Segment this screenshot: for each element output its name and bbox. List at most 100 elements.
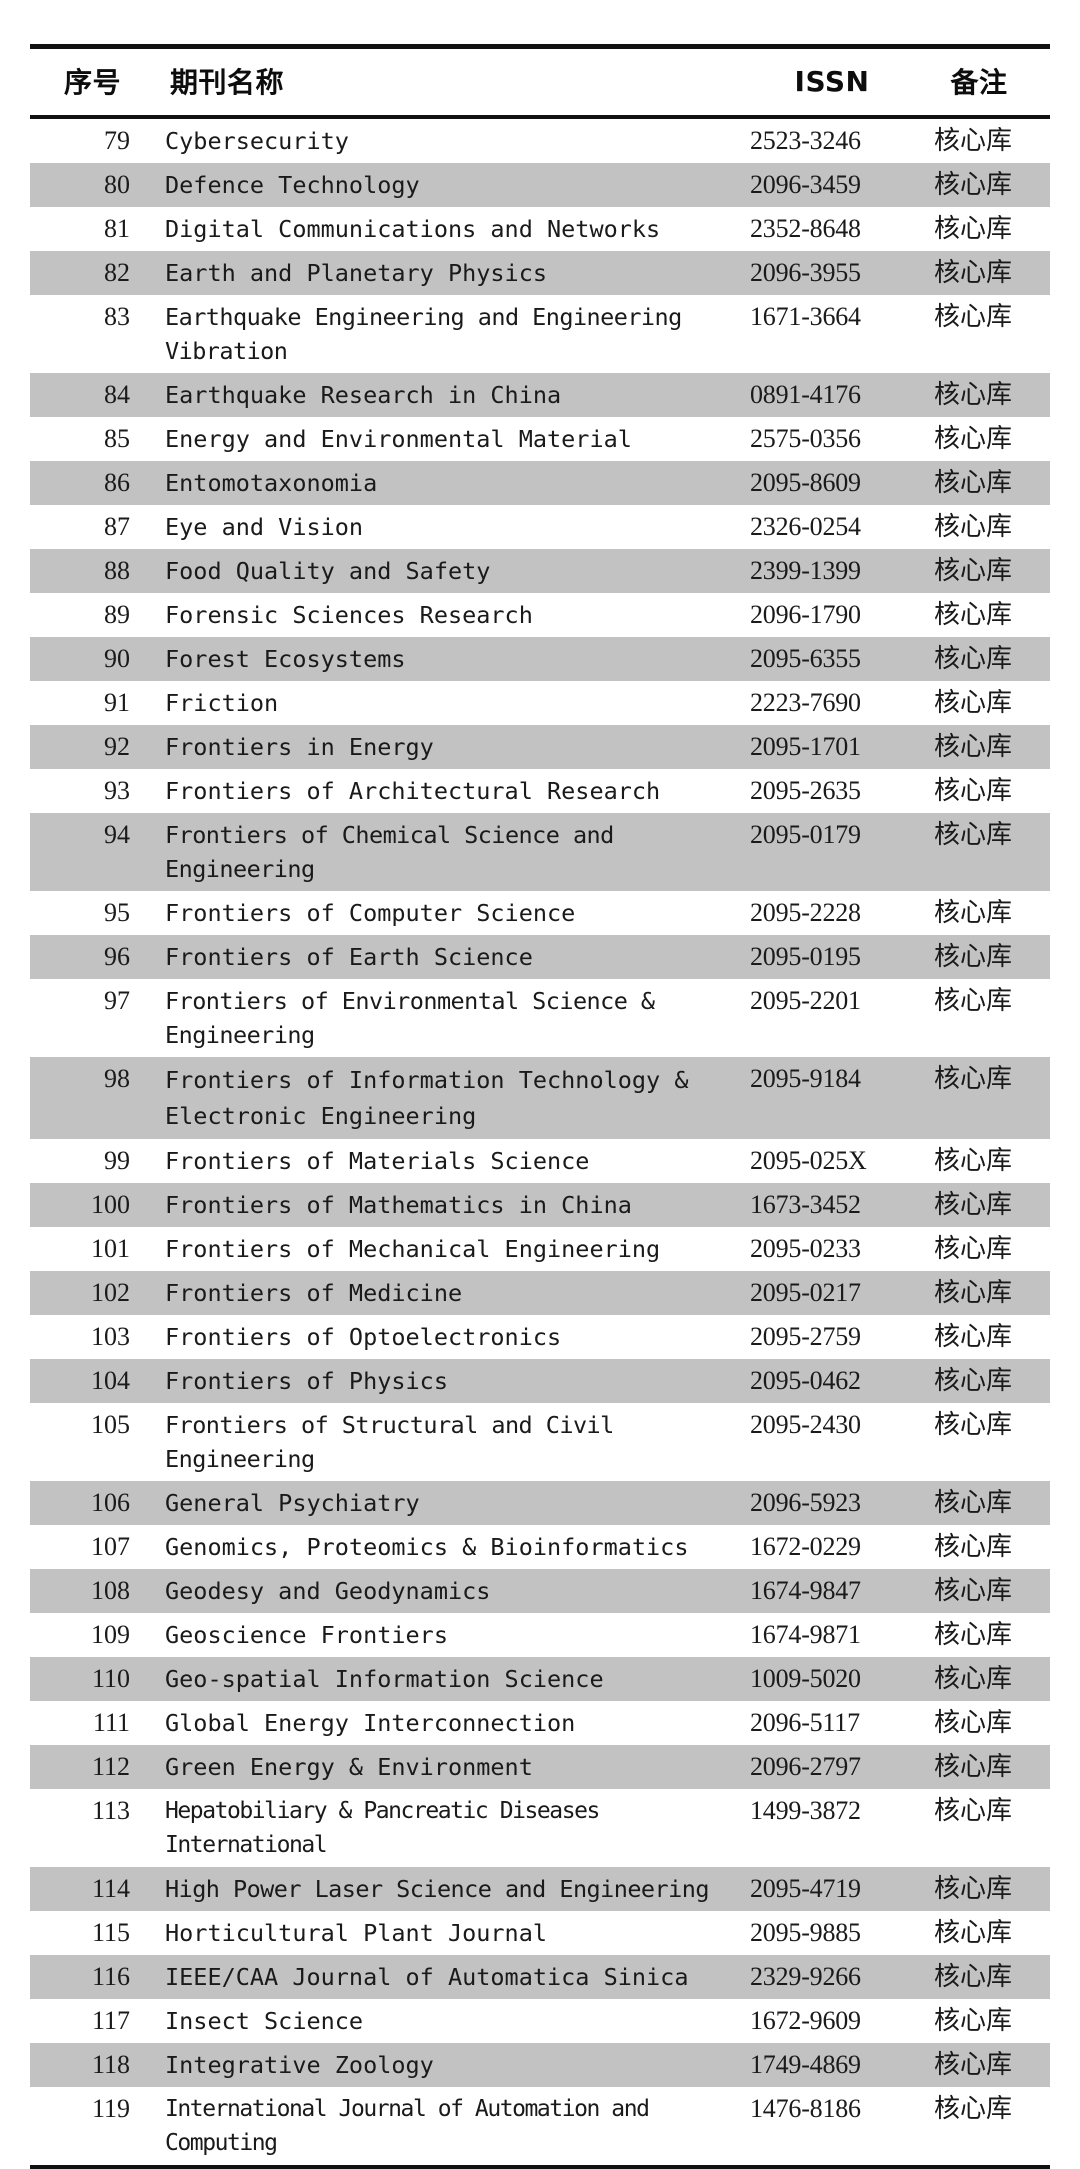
- remark-cell: 核心库: [920, 2043, 1050, 2087]
- journal-name-cell: Forensic Sciences Research: [165, 601, 533, 629]
- issn-cell: 1749-4869: [744, 2043, 920, 2087]
- row-index-cell: 103: [91, 1322, 130, 1351]
- table-row: 115 Horticultural Plant Journal 2095-9885 核…: [30, 1911, 1050, 1955]
- issn-cell: 0891-4176: [744, 373, 920, 417]
- remark-cell: 核心库: [934, 424, 1013, 454]
- remark-cell: 核心库: [920, 549, 1050, 593]
- remark-cell: 核心库: [934, 512, 1013, 542]
- table-header: 序号 期刊名称 ISSN 备注: [30, 49, 1050, 115]
- row-index-cell: 119: [91, 2094, 130, 2123]
- journal-name-cell: Frontiers of Architectural Research: [165, 777, 661, 805]
- row-index-cell: 90: [30, 637, 148, 681]
- issn-cell: 2095-8609: [744, 461, 920, 505]
- table-row: 110 Geo-spatial Information Science 1009-5…: [30, 1657, 1050, 1701]
- remark-cell: 核心库: [934, 898, 1013, 928]
- table-row: 80 Defence Technology 2096-3459 核心库: [30, 163, 1050, 207]
- row-index-cell: 87: [104, 512, 130, 541]
- remark-cell: 核心库: [920, 1657, 1050, 1701]
- journal-name-cell: General Psychiatry: [148, 1481, 744, 1525]
- row-index-cell: 79: [104, 126, 130, 155]
- row-index-cell: 81: [104, 214, 130, 243]
- issn-cell: 1674-9847: [744, 1569, 920, 1613]
- table-row: 109 Geoscience Frontiers 1674-9871 核心库: [30, 1613, 1050, 1657]
- row-index-cell: 102: [30, 1271, 148, 1315]
- remark-cell: 核心库: [934, 688, 1013, 718]
- journal-name-cell: Geo-spatial Information Science: [148, 1657, 744, 1701]
- remark-cell: 核心库: [920, 725, 1050, 769]
- journal-name-cell: Digital Communications and Networks: [165, 215, 661, 243]
- remark-cell: 核心库: [934, 1708, 1013, 1738]
- row-index-cell: 84: [30, 373, 148, 417]
- issn-cell: 2352-8648: [750, 214, 861, 243]
- remark-cell: 核心库: [934, 1146, 1013, 1176]
- row-index-cell: 88: [30, 549, 148, 593]
- table-row: 102 Frontiers of Medicine 2095-0217 核心库: [30, 1271, 1050, 1315]
- issn-cell: 1476-8186: [750, 2094, 861, 2123]
- remark-cell: 核心库: [934, 214, 1013, 244]
- journal-list-table-wrapper: 序号 期刊名称 ISSN 备注 79 Cybersecurity 2523-3246…: [30, 44, 1050, 2169]
- table-header-row: 序号 期刊名称 ISSN 备注: [30, 49, 1050, 115]
- table-row: 83 Earthquake Engineering and Engineering…: [30, 295, 1050, 373]
- table-row: 113 Hepatobiliary & Pancreatic Diseases I…: [30, 1789, 1050, 1867]
- table-row: 81 Digital Communications and Networks 235…: [30, 207, 1050, 251]
- journal-name-cell: Geoscience Frontiers: [165, 1621, 448, 1649]
- issn-cell: 2096-2797: [744, 1745, 920, 1789]
- remark-cell: 核心库: [920, 1057, 1050, 1139]
- table-row: 93 Frontiers of Architectural Research 209…: [30, 769, 1050, 813]
- journal-name-cell: Earthquake Research in China: [148, 373, 744, 417]
- journal-name-cell: Frontiers of Medicine: [148, 1271, 744, 1315]
- issn-cell: 2095-0179: [744, 813, 920, 891]
- issn-cell: 2095-4719: [744, 1867, 920, 1911]
- remark-cell: 核心库: [934, 1620, 1013, 1650]
- row-index-cell: 96: [30, 935, 148, 979]
- journal-name-cell: Earth and Planetary Physics: [148, 251, 744, 295]
- row-index-cell: 105: [91, 1410, 130, 1439]
- journal-name-cell: Geodesy and Geodynamics: [148, 1569, 744, 1613]
- remark-cell: 核心库: [920, 1359, 1050, 1403]
- issn-cell: 2095-1701: [744, 725, 920, 769]
- remark-cell: 核心库: [934, 1234, 1013, 1264]
- remark-cell: 核心库: [920, 813, 1050, 891]
- row-index-cell: 100: [30, 1183, 148, 1227]
- journal-name-cell: Frontiers of Structural and Civil Engine…: [165, 1411, 614, 1473]
- row-index-cell: 85: [104, 424, 130, 453]
- row-index-cell: 97: [104, 986, 130, 1015]
- remark-cell: 核心库: [920, 1271, 1050, 1315]
- table-row: 88 Food Quality and Safety 2399-1399 核心库: [30, 549, 1050, 593]
- table-row: 116 IEEE/CAA Journal of Automatica Sinica…: [30, 1955, 1050, 1999]
- journal-name-cell: Frontiers of Chemical Science and Engine…: [148, 813, 744, 891]
- row-index-cell: 83: [104, 302, 130, 331]
- remark-cell: 核心库: [920, 1481, 1050, 1525]
- journal-name-cell: Frontiers of Physics: [148, 1359, 744, 1403]
- issn-cell: 2095-2201: [750, 986, 861, 1015]
- row-index-cell: 110: [30, 1657, 148, 1701]
- journal-list-table: 序号 期刊名称 ISSN 备注: [30, 49, 1050, 115]
- journal-name-cell: Forest Ecosystems: [148, 637, 744, 681]
- row-index-cell: 116: [30, 1955, 148, 1999]
- journal-name-cell: Food Quality and Safety: [148, 549, 744, 593]
- issn-cell: 2326-0254: [750, 512, 861, 541]
- journal-name-cell: Green Energy & Environment: [148, 1745, 744, 1789]
- row-index-cell: 95: [104, 898, 130, 927]
- issn-cell: 1674-9871: [750, 1620, 861, 1649]
- row-index-cell: 98: [30, 1057, 148, 1139]
- journal-name-cell: Defence Technology: [148, 163, 744, 207]
- row-index-cell: 82: [30, 251, 148, 295]
- issn-cell: 2095-2759: [750, 1322, 861, 1351]
- row-index-cell: 118: [30, 2043, 148, 2087]
- document-page: 序号 期刊名称 ISSN 备注 79 Cybersecurity 2523-3246…: [30, 44, 1050, 2169]
- issn-cell: 2095-2430: [750, 1410, 861, 1439]
- issn-cell: 1009-5020: [744, 1657, 920, 1701]
- row-index-cell: 108: [30, 1569, 148, 1613]
- remark-cell: 核心库: [934, 1322, 1013, 1352]
- remark-cell: 核心库: [934, 986, 1013, 1016]
- row-index-cell: 99: [104, 1146, 130, 1175]
- issn-cell: 2399-1399: [744, 549, 920, 593]
- table-header-rule: [30, 115, 1050, 119]
- row-index-cell: 107: [91, 1532, 130, 1561]
- journal-name-cell: Frontiers of Environmental Science & Eng…: [165, 987, 655, 1049]
- table-row: 100 Frontiers of Mathematics in China 1673…: [30, 1183, 1050, 1227]
- table-row: 92 Frontiers in Energy 2095-1701 核心库: [30, 725, 1050, 769]
- table-row: 97 Frontiers of Environmental Science & E…: [30, 979, 1050, 1057]
- issn-cell: 2096-5923: [744, 1481, 920, 1525]
